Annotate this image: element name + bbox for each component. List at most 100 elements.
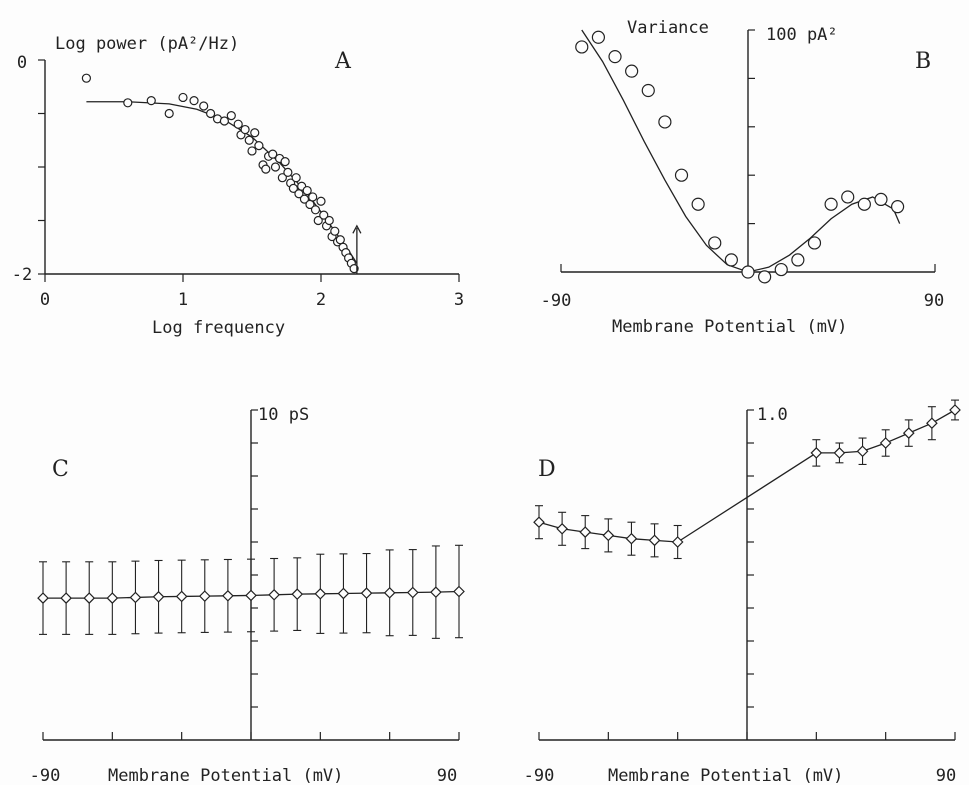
panel-d-point: [579, 526, 592, 538]
panel-a-point: [283, 167, 293, 177]
panel-c-yscale: 10 pS: [258, 405, 309, 425]
panel-d-plot-area: [533, 399, 961, 741]
panel-a-point: [178, 92, 188, 103]
panel-b-xlabel: Membrane Potential (mV): [612, 317, 847, 337]
panel-d-point: [879, 437, 892, 449]
panel-c-letter: C: [52, 457, 69, 482]
panel-a-point: [313, 215, 323, 226]
panel-b-point: [724, 253, 738, 267]
panel-b-point: [758, 270, 772, 284]
panel-a-fit-line: [86, 101, 358, 264]
panel-a-point: [330, 226, 340, 236]
panel-c-xtick-right: 90: [437, 766, 457, 785]
panel-a-xtick-3: 3: [454, 290, 464, 310]
panel-a-point: [226, 111, 236, 121]
panel-b-yscale: 100 pA²: [766, 25, 838, 45]
panel-c-point: [314, 587, 327, 600]
panel-b-point: [674, 168, 689, 182]
panel-b-point: [625, 64, 639, 78]
panel-b-letter: B: [915, 49, 931, 74]
panel-a-plot-area: [38, 59, 460, 282]
panel-c-point: [222, 589, 234, 602]
panel-a-point: [316, 196, 326, 206]
panel-d-point: [556, 522, 568, 535]
panel-b-ylabel: Variance: [627, 18, 709, 38]
panel-a-point: [310, 205, 321, 215]
panel-c-point: [383, 586, 396, 599]
panel-b-point: [608, 50, 622, 64]
panel-a-xtick-2: 2: [316, 290, 326, 310]
panel-b-point: [741, 265, 755, 279]
panel-a-point: [240, 124, 250, 135]
panel-c-point: [453, 585, 465, 598]
panel-b-point: [841, 190, 855, 204]
panel-d-point: [902, 427, 915, 439]
panel-b-point: [791, 253, 805, 267]
panel-d-xlabel: Membrane Potential (mV): [608, 766, 843, 785]
panel-d-point: [671, 536, 684, 548]
panel-b-point: [890, 200, 905, 214]
panel-d-point: [602, 529, 615, 542]
panel-c: 10 pS C Membrane Potential (mV) -90 90: [30, 405, 465, 785]
panel-b-point: [857, 197, 871, 211]
panel-a-point: [206, 108, 216, 119]
panel-a-point: [277, 173, 287, 183]
panel-a-xtick-1: 1: [178, 290, 188, 310]
panel-a-point: [261, 164, 271, 174]
panel-a-xlabel: Log frequency: [152, 318, 285, 338]
panel-d-point: [648, 534, 661, 547]
panel-a-point: [146, 96, 156, 106]
panel-d-point: [856, 445, 869, 458]
panel-a-point: [268, 149, 278, 159]
panel-b-point: [658, 115, 672, 129]
panel-d: 1.0 D Membrane Potential (mV) -90 90: [524, 399, 961, 785]
panel-a-point: [219, 116, 229, 126]
panel-a-point: [254, 141, 264, 151]
panel-c-point: [430, 586, 442, 599]
panel-a-point: [299, 194, 310, 204]
panel-a-point: [302, 185, 312, 196]
panel-b: Variance 100 pA² B Membrane Potential (m…: [541, 18, 945, 337]
panel-b-point: [641, 83, 655, 98]
panel-a-point: [335, 235, 345, 245]
panel-a-point: [81, 73, 92, 83]
panel-a-point: [324, 215, 334, 226]
panel-c-point: [60, 592, 72, 604]
panel-a-point: [308, 192, 318, 202]
panel-a-point: [250, 128, 260, 138]
panel-c-point: [198, 590, 211, 602]
panel-a-ytick-top: 0: [17, 53, 27, 73]
panel-d-point: [810, 447, 823, 459]
panel-a-point: [164, 108, 174, 119]
panel-a-point: [349, 264, 359, 274]
panel-c-point: [37, 592, 49, 604]
panel-b-point: [708, 236, 722, 250]
panel-b-point: [691, 197, 705, 211]
panel-a-point: [270, 162, 281, 172]
panel-a-xtick-0: 0: [40, 290, 50, 310]
panel-a-point: [291, 173, 301, 183]
panel-c-point: [106, 592, 119, 604]
panel-b-point: [874, 192, 888, 206]
panel-b-xtick-left: -90: [541, 291, 572, 311]
panel-a-point: [189, 96, 199, 106]
panel-a-point: [280, 157, 290, 167]
panel-c-point: [406, 586, 419, 599]
panel-d-point: [533, 516, 545, 529]
panel-d-point: [949, 404, 961, 416]
panel-b-point: [774, 262, 788, 277]
panel-d-point: [625, 532, 638, 545]
panel-d-xtick-left: -90: [524, 766, 555, 785]
panel-b-plot-area: [560, 29, 936, 284]
panel-c-point: [129, 591, 142, 604]
panel-a: Log power (pA²/Hz) A Log frequency 0 -2 …: [12, 34, 464, 338]
panel-b-point: [575, 40, 589, 54]
panel-c-point: [337, 587, 350, 600]
panel-d-letter: D: [538, 457, 556, 482]
panel-c-point: [268, 588, 280, 601]
panel-c-point: [152, 590, 165, 603]
panel-c-point: [245, 589, 257, 602]
panel-a-point: [123, 98, 133, 108]
panel-c-plot-area: [37, 409, 465, 741]
